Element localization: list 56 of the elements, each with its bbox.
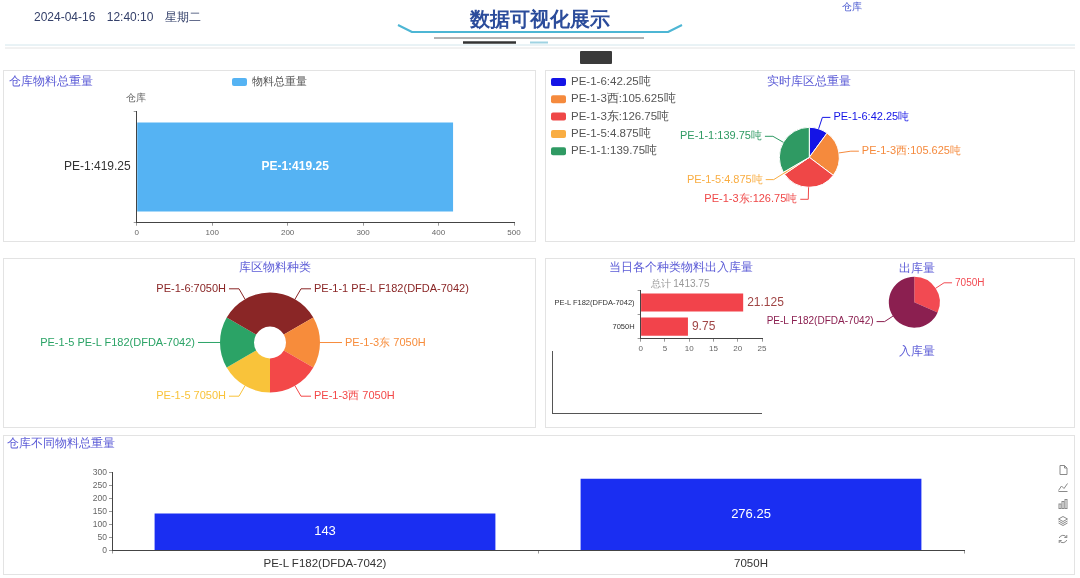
x-tick-label: 400: [431, 227, 446, 237]
chart-title: 库区物料种类: [238, 260, 311, 274]
y-tick-label: 250: [92, 480, 108, 491]
chart-subtitle: 总计 1413.75: [649, 277, 710, 289]
text: 仓库: [842, 1, 862, 12]
legend-label: PE-1-6:42.25吨: [571, 75, 651, 88]
slice-label: 7050H: [955, 276, 985, 288]
x-tick-label: 5: [662, 343, 668, 353]
y-tick-label: 100: [92, 518, 108, 529]
legend-label: PE-1-1:139.75吨: [571, 144, 658, 157]
x-tick-label: 200: [280, 227, 295, 237]
legend-label: 物料总重量: [252, 75, 307, 88]
y-tick-label: PE-1:419.25: [63, 159, 132, 174]
x-tick-label: 25: [757, 343, 767, 353]
text: 入库量: [899, 343, 935, 357]
data-label: PE-1:419.25: [261, 159, 330, 174]
slice-label: PE-1-3东 7050H: [345, 335, 426, 348]
chart-title: 出库量: [899, 261, 935, 275]
x-tick-label: 500: [507, 227, 522, 237]
y-tick-label: 200: [92, 492, 108, 503]
legend-label: PE-1-3东:126.75吨: [571, 108, 670, 122]
slice-label: PE-1-5 PE-L F182(DFDA-7042): [40, 335, 195, 348]
slice-label: PE-1-6:42.25吨: [833, 110, 910, 123]
slice-label: PE-1-6:7050H: [156, 281, 227, 294]
slice-label: PE-1-3东:126.75吨: [704, 192, 798, 205]
text: 数据可视化展示: [470, 8, 610, 30]
y-tick-label: 300: [92, 467, 108, 478]
x-tick-label: 100: [205, 227, 220, 237]
slice-label: PE-1-3西:105.625吨: [861, 144, 961, 157]
x-tick-label: 0: [134, 227, 140, 237]
slice-label: PE-1-1 PE-L F182(DFDA-7042): [314, 281, 469, 294]
y-tick-label: 150: [92, 505, 108, 516]
x-tick-label: 20: [733, 343, 743, 353]
x-tick-label: 15: [708, 343, 719, 353]
x-tick-label: 10: [684, 343, 695, 353]
y-tick-label: 50: [97, 531, 108, 542]
data-label: 9.75: [691, 318, 716, 333]
x-tick-label: 0: [638, 343, 644, 353]
chart-title: 实时库区总重量: [767, 74, 851, 88]
chart-title: 当日各个种类物料出入库量: [609, 260, 753, 274]
data-label: 21.125: [747, 294, 785, 309]
slice-label: PE-1-5:4.875吨: [686, 172, 763, 185]
slice-label: PE-L F182(DFDA-7042): [766, 315, 874, 327]
chart-title: 仓库不同物料总重量: [7, 436, 115, 450]
text: 2024-04-16 12:40:10 星期二: [34, 10, 201, 24]
slice-label: PE-1-1:139.75吨: [679, 129, 762, 142]
y-tick-label: 0: [102, 544, 108, 555]
legend-label: PE-1-3西:105.625吨: [571, 92, 676, 105]
x-tick-label: 300: [356, 227, 371, 237]
data-label: 276.25: [731, 506, 771, 522]
slice-label: PE-1-3西 7050H: [313, 389, 395, 402]
slice-label: PE-1-5 7050H: [156, 389, 227, 402]
chart-title: 仓库物料总重量: [8, 74, 93, 88]
legend-label: PE-1-5:4.875吨: [571, 127, 651, 140]
y-axis-title: 仓库: [126, 91, 146, 103]
data-label: 143: [314, 523, 336, 539]
